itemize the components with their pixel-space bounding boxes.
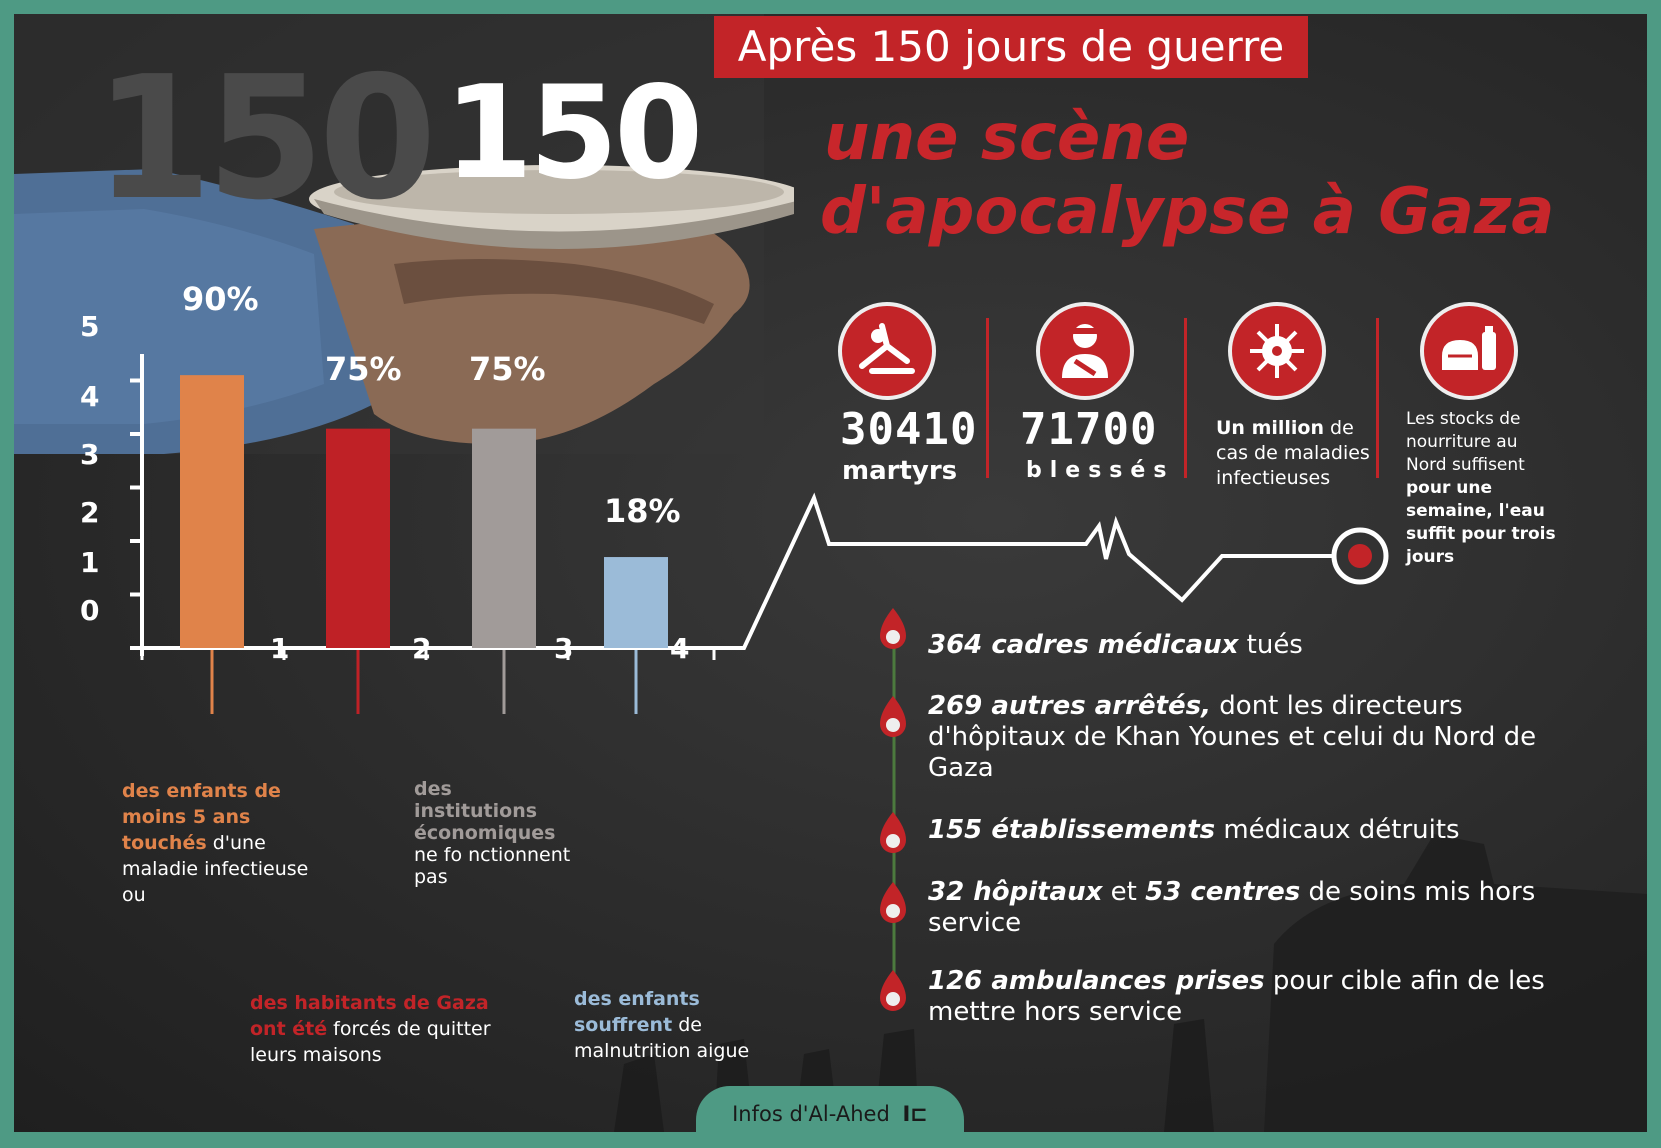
list-item: 32 hôpitaux et 53 centres de soins mis h… <box>928 877 1568 939</box>
timeline-drop-icon <box>876 606 910 657</box>
list-item-bold: 126 ambulances prises <box>928 966 1265 996</box>
food-text: Les stocks de nourriture au Nord suffise… <box>1406 409 1525 475</box>
bandaged-person-icon <box>1036 302 1134 400</box>
caption-text: forcés de quitter leurs maisons <box>250 1018 491 1066</box>
caption-displaced: des habitants de Gaza ont été forcés de … <box>250 990 500 1068</box>
hands-bowl-illustration <box>14 165 794 454</box>
heartbeat-line <box>704 492 1389 650</box>
list-item-text: médicaux détruits <box>1215 815 1460 845</box>
caption-bold: des enfants souffrent <box>574 988 700 1036</box>
wounded-label: blessés <box>1026 458 1175 483</box>
background-number: 150 <box>94 40 437 238</box>
martyrs-count: 30410 <box>840 404 978 455</box>
disease-text: de cas de maladies infectieuses <box>1216 417 1370 489</box>
heartbeat-path <box>704 492 1334 650</box>
headline-banner: Après 150 jours de guerre <box>714 16 1308 78</box>
list-item-text: et <box>1102 877 1146 907</box>
stat-separator <box>1376 318 1379 478</box>
x-tick-label: 3 <box>554 632 574 665</box>
food-stat: Les stocks de nourriture au Nord suffise… <box>1406 408 1556 569</box>
list-item-bold: 155 établissements <box>928 815 1216 845</box>
list-item-text: de soins mis hors service <box>928 877 1536 938</box>
list-item-bold: 269 autres arrêtés, <box>928 691 1212 721</box>
food-bold: pour une semaine, l'eau suffit pour troi… <box>1406 478 1556 567</box>
footer-source-tab: Infos d'Al-Ahed I⊏ <box>696 1086 964 1132</box>
injured-person-icon <box>838 302 936 400</box>
disease-stat: Un million de cas de maladies infectieus… <box>1216 416 1374 491</box>
caption-malnutrition: des enfants souffrent de malnutrition ai… <box>574 986 754 1064</box>
list-item-bold: 32 hôpitaux <box>928 877 1103 907</box>
list-item-text: tués <box>1238 630 1303 660</box>
list-item-bold: 53 centres <box>1145 877 1301 907</box>
big-number: 150 <box>444 59 703 208</box>
x-tick-label: 4 <box>670 632 690 665</box>
y-tick-label: 2 <box>80 496 100 529</box>
bar-value-label: 75% <box>469 350 546 388</box>
list-item-bold: 364 cadres médicaux <box>928 630 1239 660</box>
disease-bold: Un million <box>1216 417 1324 439</box>
bar-value-label: 18% <box>604 492 681 530</box>
stat-separator <box>986 318 989 478</box>
caption-text: de malnutrition aigue <box>574 1014 750 1062</box>
bar-value-label: 75% <box>325 350 402 388</box>
martyrs-label: martyrs <box>842 456 958 486</box>
y-tick-label: 0 <box>80 594 100 627</box>
y-tick-label: 1 <box>80 546 100 579</box>
caption-bold: des enfants de moins 5 ans touchés <box>122 780 281 854</box>
caption-bold: des habitants de Gaza ont été <box>250 992 489 1040</box>
bar <box>180 375 244 648</box>
timeline-drop-icon <box>876 968 910 1019</box>
caption-text: d'une maladie infectieuse ou <box>122 832 309 906</box>
list-item: 155 établissements médicaux détruits <box>928 815 1578 846</box>
timeline-line <box>892 624 896 994</box>
list-item: 269 autres arrêtés, dont les directeurs … <box>928 691 1568 784</box>
heartbeat-end-ring <box>1331 527 1389 585</box>
timeline-drop-icon <box>876 880 910 931</box>
list-item: 364 cadres médicaux tués <box>928 630 1578 661</box>
virus-icon <box>1228 302 1326 400</box>
x-tick-label: 1 <box>270 632 290 665</box>
footer-source: Infos d'Al-Ahed <box>732 1102 890 1126</box>
subtitle-line2: d'apocalypse à Gaza <box>820 175 1555 249</box>
y-tick-label: 3 <box>80 438 100 471</box>
caption-bold: des institutions économiques <box>414 778 556 844</box>
timeline-drop-icon <box>876 694 910 745</box>
caption-text: ne fo nctionnent pas <box>414 844 571 888</box>
bar <box>604 557 668 648</box>
infographic: 150 Après 150 jours de guerre 150 une sc… <box>14 14 1647 1132</box>
stat-separator <box>1184 318 1187 478</box>
list-item-text: pour cible afin de les mettre hors servi… <box>928 966 1545 1027</box>
subtitle-line1: une scène <box>824 101 1190 175</box>
bar <box>326 428 390 648</box>
bar <box>472 428 536 648</box>
timeline-drop-icon <box>876 810 910 861</box>
bar-chart <box>130 354 744 714</box>
y-tick-label: 5 <box>80 310 100 343</box>
food-icon <box>1420 302 1518 400</box>
brand-logo-icon: I⊏ <box>902 1102 928 1126</box>
x-tick-label: 2 <box>412 632 432 665</box>
list-item: 126 ambulances prises pour cible afin de… <box>928 966 1568 1028</box>
list-item-text: dont les directeurs d'hôpitaux de Khan Y… <box>928 691 1537 783</box>
heartbeat-end-dot <box>1348 544 1372 568</box>
caption-children-disease: des enfants de moins 5 ans touchés d'une… <box>122 778 312 908</box>
wounded-count: 71700 <box>1020 404 1158 455</box>
caption-institutions: des institutions économiques ne fo nctio… <box>414 778 574 888</box>
y-tick-label: 4 <box>80 380 100 413</box>
bar-value-label: 90% <box>182 280 259 318</box>
